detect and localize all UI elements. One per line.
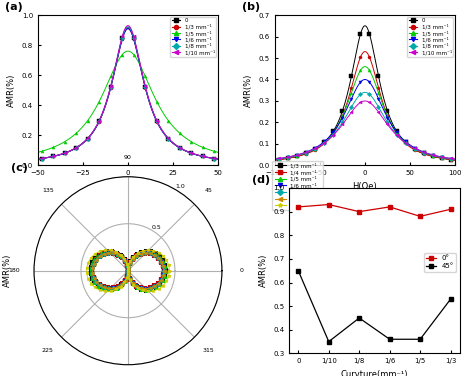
45° (387, 337, 392, 341)
0° (326, 202, 332, 207)
Legend: 0, 1/3 mm⁻¹, 1/5 mm⁻¹, 1/6 mm⁻¹, 1/8 mm⁻¹, 1/10 mm⁻¹: 0, 1/3 mm⁻¹, 1/5 mm⁻¹, 1/6 mm⁻¹, 1/8 mm⁻… (407, 17, 453, 57)
Legend: 0, 1/3 mm⁻¹, 1/5 mm⁻¹, 1/6 mm⁻¹, 1/8 mm⁻¹, 1/10 mm⁻¹: 0, 1/3 mm⁻¹, 1/5 mm⁻¹, 1/6 mm⁻¹, 1/8 mm⁻… (170, 17, 216, 57)
Text: (a): (a) (6, 2, 23, 12)
45° (295, 268, 301, 273)
Text: (b): (b) (243, 2, 261, 12)
Text: AMR(%): AMR(%) (3, 254, 12, 287)
45° (356, 316, 362, 320)
Y-axis label: AMR(%): AMR(%) (7, 74, 16, 107)
X-axis label: H(Oe): H(Oe) (353, 182, 377, 191)
X-axis label: H(Oe): H(Oe) (116, 182, 140, 191)
Text: (c): (c) (11, 163, 28, 173)
Legend: 0°, 45°: 0°, 45° (424, 253, 456, 271)
Text: (d): (d) (252, 175, 270, 185)
0° (356, 209, 362, 214)
0° (448, 207, 454, 212)
45° (448, 297, 454, 301)
45° (326, 340, 332, 344)
0° (417, 214, 423, 218)
Y-axis label: AMR(%): AMR(%) (258, 254, 267, 287)
X-axis label: Curvture(mm⁻¹): Curvture(mm⁻¹) (341, 370, 408, 376)
Line: 45°: 45° (296, 268, 453, 344)
0° (387, 205, 392, 209)
0° (295, 205, 301, 209)
45° (417, 337, 423, 341)
Legend: 1/3 mm⁻¹, 1/4 mm⁻¹, 1/5 mm⁻¹, 1/6 mm⁻¹, 1/8 mm⁻¹, 1/10 mm⁻¹, 0: 1/3 mm⁻¹, 1/4 mm⁻¹, 1/5 mm⁻¹, 1/6 mm⁻¹, … (273, 161, 323, 210)
Y-axis label: AMR(%): AMR(%) (244, 74, 253, 107)
Line: 0°: 0° (296, 202, 453, 219)
